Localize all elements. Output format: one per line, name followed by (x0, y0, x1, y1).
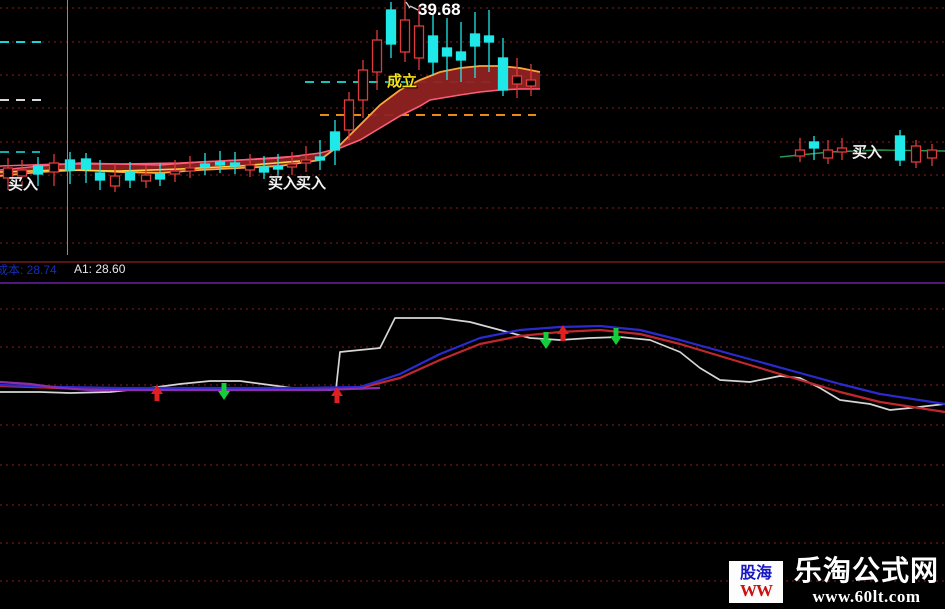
price-signal-label: 买入 (268, 174, 299, 192)
watermark-text-block: 乐淘公式网 www.60lt.com (793, 554, 939, 607)
price-signal-label: 成立 (387, 72, 418, 90)
a1-value-label: A1: 28.60 (74, 262, 126, 276)
watermark-logo-line1: 股海 (739, 562, 772, 582)
watermark-site-name: 乐淘公式网 (793, 554, 939, 588)
price-chart-svg (0, 0, 945, 244)
cost-value-label: 成本: 28.74 (0, 263, 57, 277)
info-bar-lines (0, 261, 945, 284)
crosshair-vertical-line[interactable] (67, 0, 68, 285)
indicator-chart-svg (0, 308, 945, 582)
watermark-logo-box: 股海 WW (728, 560, 783, 603)
price-signal-label: 买入 (296, 174, 327, 192)
high-price-tag: 39.68 (418, 0, 461, 19)
watermark-logo-line2: WW (739, 580, 773, 600)
candlestick-price-panel[interactable] (0, 0, 945, 255)
site-watermark: 股海 WW 乐淘公式网 www.60lt.com (728, 554, 939, 607)
indicator-value-bar (0, 255, 945, 285)
price-signal-label: 买入 (8, 175, 39, 193)
price-signal-label: 买入 (852, 143, 883, 161)
lower-indicator-panel[interactable] (0, 285, 945, 609)
watermark-site-url: www.60lt.com (812, 587, 921, 606)
